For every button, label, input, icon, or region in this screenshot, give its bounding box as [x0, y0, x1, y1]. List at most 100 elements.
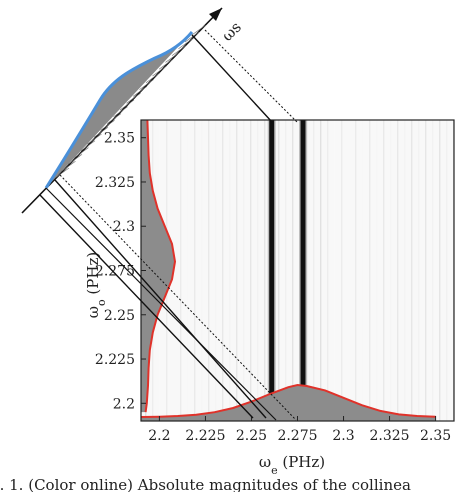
stripe	[264, 120, 266, 421]
stripe	[355, 120, 357, 421]
stripe	[194, 120, 196, 421]
stripe	[327, 120, 329, 421]
hatch-line	[113, 106, 128, 118]
stripe	[278, 120, 280, 421]
projection-line-inner	[45, 187, 277, 421]
hatch-line	[152, 65, 167, 77]
stripe	[187, 120, 189, 421]
y-tick-label: 2.3	[113, 219, 135, 235]
bright-columns	[267, 120, 308, 421]
hatch-line	[145, 72, 161, 84]
plot-background	[141, 120, 454, 421]
stripe	[334, 120, 336, 421]
stripe	[439, 120, 441, 421]
hatch-line	[119, 99, 135, 111]
stripe	[257, 120, 259, 421]
stripe	[362, 120, 364, 421]
hatch-line	[93, 126, 109, 138]
projection-line-left-bottom	[39, 194, 254, 419]
y-tick-label: 2.35	[104, 131, 135, 147]
omega-s-label: ωs	[218, 18, 245, 45]
x-tick-label: 2.325	[370, 428, 410, 444]
stripe	[390, 120, 392, 421]
stripe	[236, 120, 238, 421]
x-axis-label: ωe (PHz)	[259, 453, 325, 477]
stripe	[404, 120, 406, 421]
hatch-line	[100, 120, 115, 131]
hatch-line	[139, 79, 154, 90]
x-tick-label: 2.275	[277, 428, 317, 444]
projection-line-inner-dotted	[59, 174, 297, 421]
hatch-line	[61, 160, 76, 172]
x-tick-label: 2.25	[236, 428, 267, 444]
omega-s-marginal-fill	[46, 32, 192, 188]
hatch-line	[74, 147, 89, 158]
stripe	[215, 120, 217, 421]
x-tick-label: 2.35	[420, 428, 451, 444]
y-tick-label: 2.225	[95, 352, 135, 368]
projection-line-left-top	[54, 179, 267, 419]
hatch-line	[126, 92, 141, 104]
bottom-marginal-fill	[141, 385, 436, 421]
stripe	[229, 120, 231, 421]
x-tick-label: 2.2	[148, 428, 170, 444]
bottom-marginal-curve	[141, 383, 436, 418]
y-axis-label: ωo (PHz)	[84, 252, 108, 318]
hatch-line	[67, 154, 83, 165]
stripe	[460, 120, 461, 421]
stripe	[320, 120, 322, 421]
omega-s-hatch	[54, 24, 206, 179]
stripe	[341, 120, 343, 421]
projection-line-right-dotted	[204, 29, 298, 123]
stripe	[446, 120, 448, 421]
hatch-line	[178, 38, 193, 50]
stripe	[250, 120, 252, 421]
x-tick-label: 2.225	[185, 428, 225, 444]
omega-s-marginal-curve	[44, 31, 194, 189]
marginals	[141, 120, 436, 421]
bright-column	[269, 120, 275, 421]
projection-line-right	[191, 34, 273, 123]
hatch-line	[106, 113, 122, 124]
figure-caption: g. 1. (Color online) Absolute magnitudes…	[0, 476, 411, 492]
left-marginal-curve	[144, 120, 177, 413]
stripe	[383, 120, 385, 421]
x-tick-label: 2.3	[332, 428, 354, 444]
stripe	[313, 120, 315, 421]
hatch-line	[132, 86, 148, 97]
hatch-line	[80, 140, 96, 152]
left-marginal-fill	[141, 120, 175, 413]
stripe	[425, 120, 427, 421]
hatch-line	[54, 167, 70, 179]
background-stripes	[145, 120, 461, 421]
hatch-line	[158, 58, 174, 70]
stripe	[180, 120, 182, 421]
stripe	[222, 120, 224, 421]
stripe	[376, 120, 378, 421]
hatch-line	[171, 45, 187, 56]
y-tick-label: 2.2	[113, 396, 135, 412]
hatch-line	[165, 52, 180, 63]
x-ticks: 2.2 2.225 2.25 2.275 2.3 2.325 2.35	[148, 416, 451, 444]
stripe	[411, 120, 413, 421]
stripe	[285, 120, 287, 421]
hatch-line	[191, 24, 206, 36]
bright-column	[300, 120, 306, 421]
omega-s-arrowhead	[209, 8, 222, 21]
y-tick-label: 2.325	[95, 175, 135, 191]
stripe	[348, 120, 350, 421]
stripe	[369, 120, 371, 421]
hatch-line	[184, 31, 200, 43]
omega-s-projection: ωs	[21, 7, 298, 421]
stripe	[208, 120, 210, 421]
stripe	[397, 120, 399, 421]
stripe	[243, 120, 245, 421]
stripe	[418, 120, 420, 421]
stripe	[432, 120, 434, 421]
stripe	[292, 120, 294, 421]
hatch-line	[87, 133, 102, 145]
y-tick-label: 2.25	[104, 308, 135, 324]
stripe	[201, 120, 203, 421]
